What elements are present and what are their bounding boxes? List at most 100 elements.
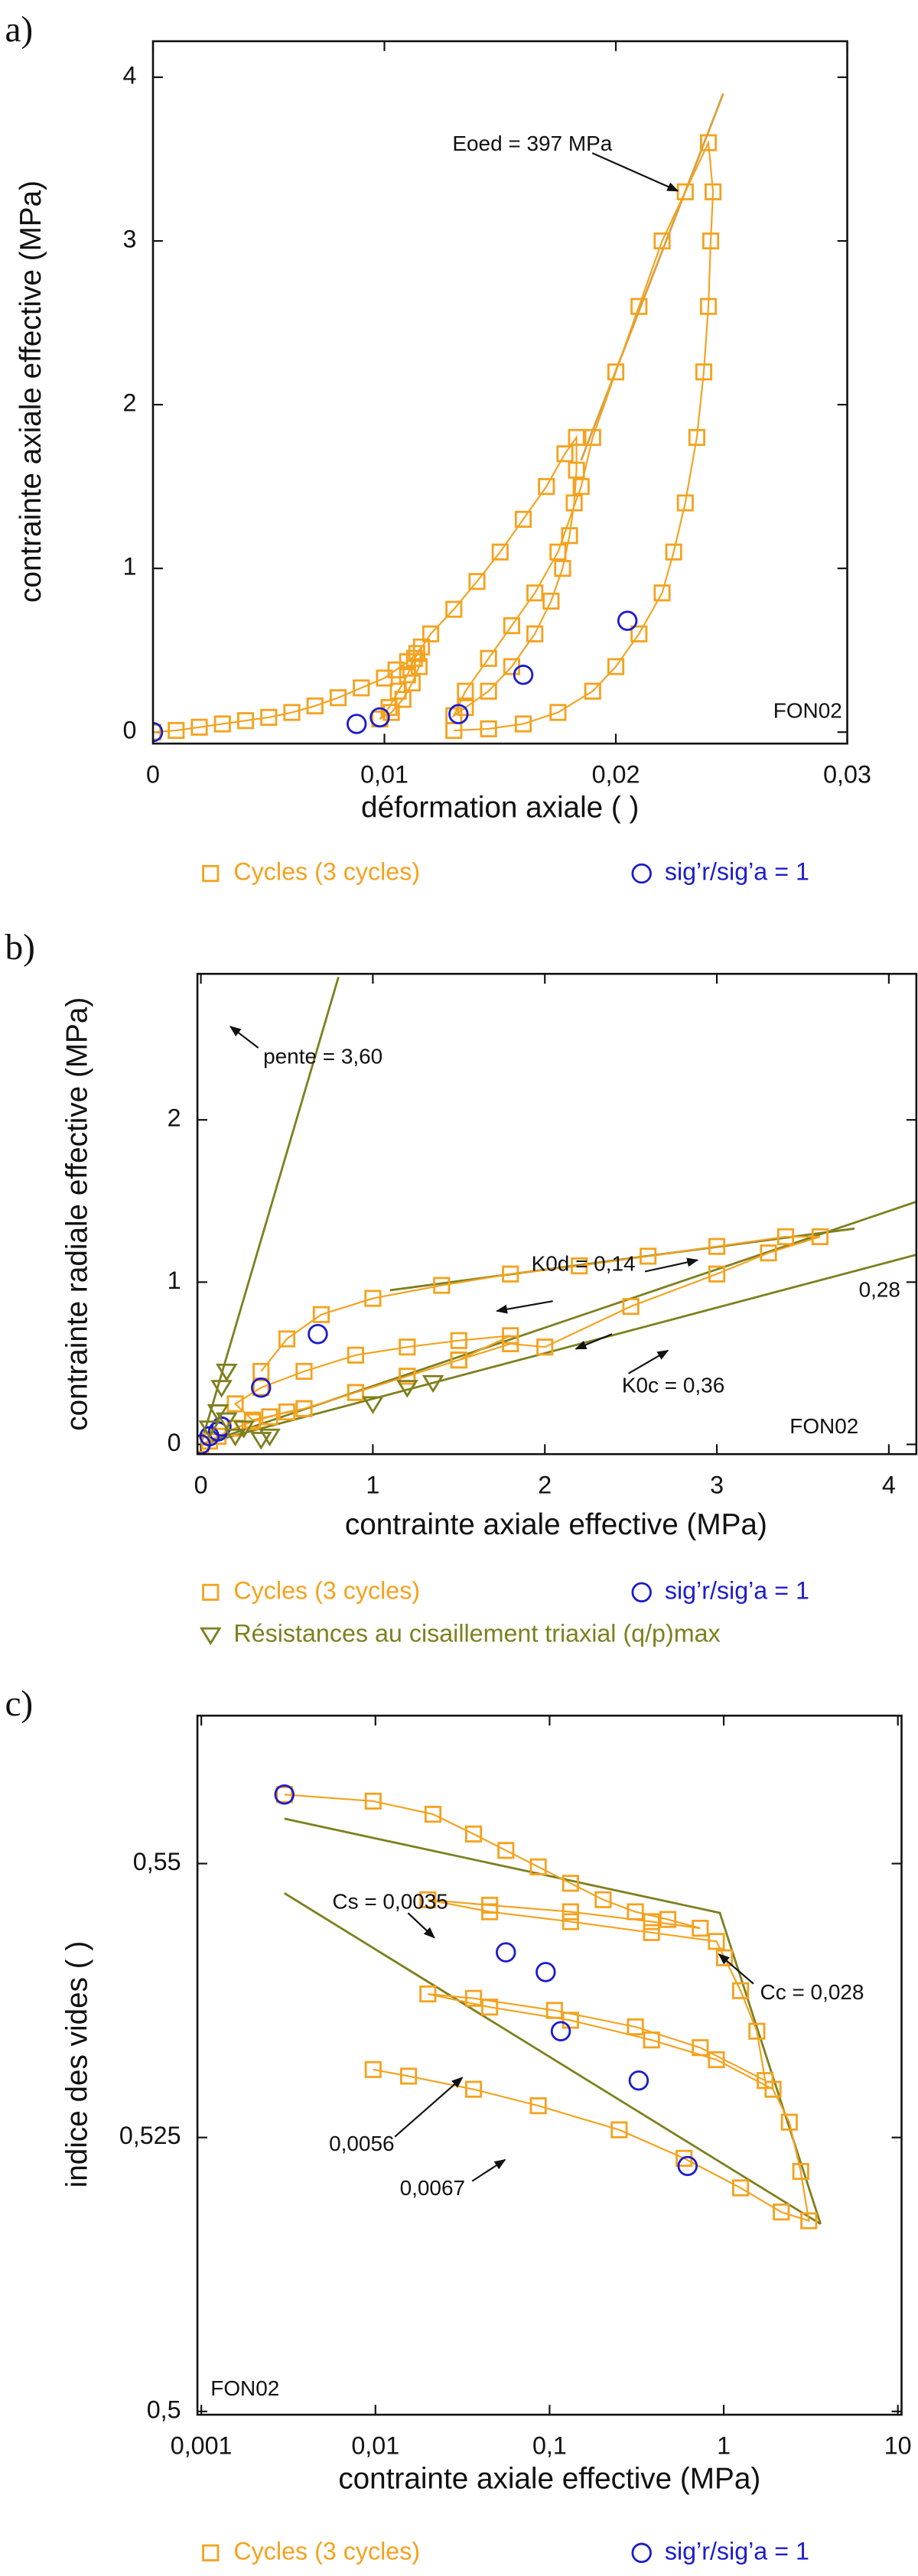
annotation-arrow [229, 1026, 259, 1049]
fit-line [200, 1254, 916, 1446]
point [715, 1949, 734, 1966]
point [562, 1875, 579, 1892]
point [640, 1247, 657, 1265]
point [568, 461, 585, 479]
point [399, 666, 416, 684]
point [688, 428, 705, 446]
annotation: K0d = 0,14 [532, 1251, 636, 1275]
point [168, 721, 185, 740]
annotation: Eoed = 397 MPa [452, 132, 612, 155]
point [480, 682, 497, 700]
point [274, 1784, 295, 1805]
fit-line [284, 1892, 822, 2226]
point [677, 2155, 698, 2177]
point [514, 510, 532, 528]
point [261, 1408, 278, 1426]
y-tick-label: 3 [123, 226, 137, 253]
x-tick-label: 0 [146, 761, 160, 789]
point [480, 649, 497, 667]
point [399, 1338, 416, 1356]
fit-line [284, 1817, 822, 2225]
point [513, 665, 534, 685]
annotation: 0,28 [859, 1278, 900, 1302]
point [610, 2121, 628, 2139]
point [480, 720, 497, 737]
point [396, 1380, 418, 1398]
annotation: pente = 3,60 [263, 1044, 382, 1068]
point [251, 1377, 272, 1398]
y-tick-label: 0,525 [119, 2122, 181, 2149]
annotation: 0,0056 [329, 2132, 394, 2155]
y-tick-label: 2 [123, 389, 137, 417]
point [545, 2002, 563, 2019]
point [353, 679, 370, 697]
point [571, 1257, 588, 1275]
point [312, 1306, 330, 1323]
point [764, 2080, 782, 2098]
annotation-arrow [575, 1333, 613, 1350]
point [364, 1792, 382, 1810]
point [215, 1364, 238, 1382]
point [464, 2080, 483, 2098]
point [665, 543, 682, 561]
x-axis-title: contrainte axiale effective (MPa) [338, 2462, 760, 2495]
point [213, 715, 231, 733]
point [481, 1903, 499, 1921]
point [405, 649, 423, 667]
point [243, 1411, 262, 1429]
x-tick-label: 0,02 [592, 761, 640, 789]
point [630, 298, 648, 315]
legend-label: Cycles (3 cycles) [233, 1576, 420, 1604]
annotation: Cc = 0,028 [760, 1980, 864, 2004]
point [422, 1374, 444, 1394]
x-tick-label: 0 [194, 1472, 208, 1499]
annotation-arrow [718, 1953, 754, 1985]
x-tick-label: 1 [366, 1472, 379, 1499]
y-tick-label: 0 [123, 717, 137, 744]
point [468, 573, 486, 590]
point [457, 682, 474, 700]
point [536, 1962, 556, 1982]
point [306, 697, 324, 715]
point [210, 1380, 233, 1398]
plot-frame [196, 972, 918, 1456]
legend-label: sig’r/sig’a = 1 [665, 1576, 809, 1604]
legend-label: sig’r/sig’a = 1 [665, 858, 809, 886]
point [308, 1323, 328, 1345]
point [643, 1924, 660, 1941]
point [400, 2067, 418, 2085]
y-axis-title: contrainte axiale effective (MPa) [15, 181, 47, 603]
y-axis-title: contrainte radiale effective (MPa) [60, 997, 93, 1431]
point [481, 1999, 499, 2016]
point [607, 658, 625, 675]
point [464, 1825, 483, 1843]
point [529, 1858, 547, 1875]
legend-marker [202, 2544, 220, 2561]
point [653, 232, 671, 250]
y-tick-label: 0 [168, 1429, 181, 1456]
point [278, 1330, 296, 1348]
point [497, 1842, 515, 1859]
point [362, 1396, 384, 1414]
point [153, 724, 162, 741]
point [676, 494, 694, 512]
point [364, 2060, 382, 2078]
point [704, 183, 722, 200]
fit-line [200, 977, 340, 1445]
point [424, 1805, 442, 1823]
point [780, 2113, 798, 2131]
point [536, 1338, 554, 1356]
point [572, 478, 590, 496]
point [346, 714, 367, 734]
point [211, 1416, 232, 1437]
annotation-arrow [471, 2158, 506, 2182]
legend-marker [631, 2542, 652, 2563]
point [347, 1384, 364, 1401]
point [549, 543, 567, 561]
point [295, 1400, 313, 1417]
fit-line [580, 93, 724, 461]
point [584, 682, 601, 700]
x-tick-label: 0,03 [823, 761, 871, 789]
series-line [200, 1235, 821, 1446]
